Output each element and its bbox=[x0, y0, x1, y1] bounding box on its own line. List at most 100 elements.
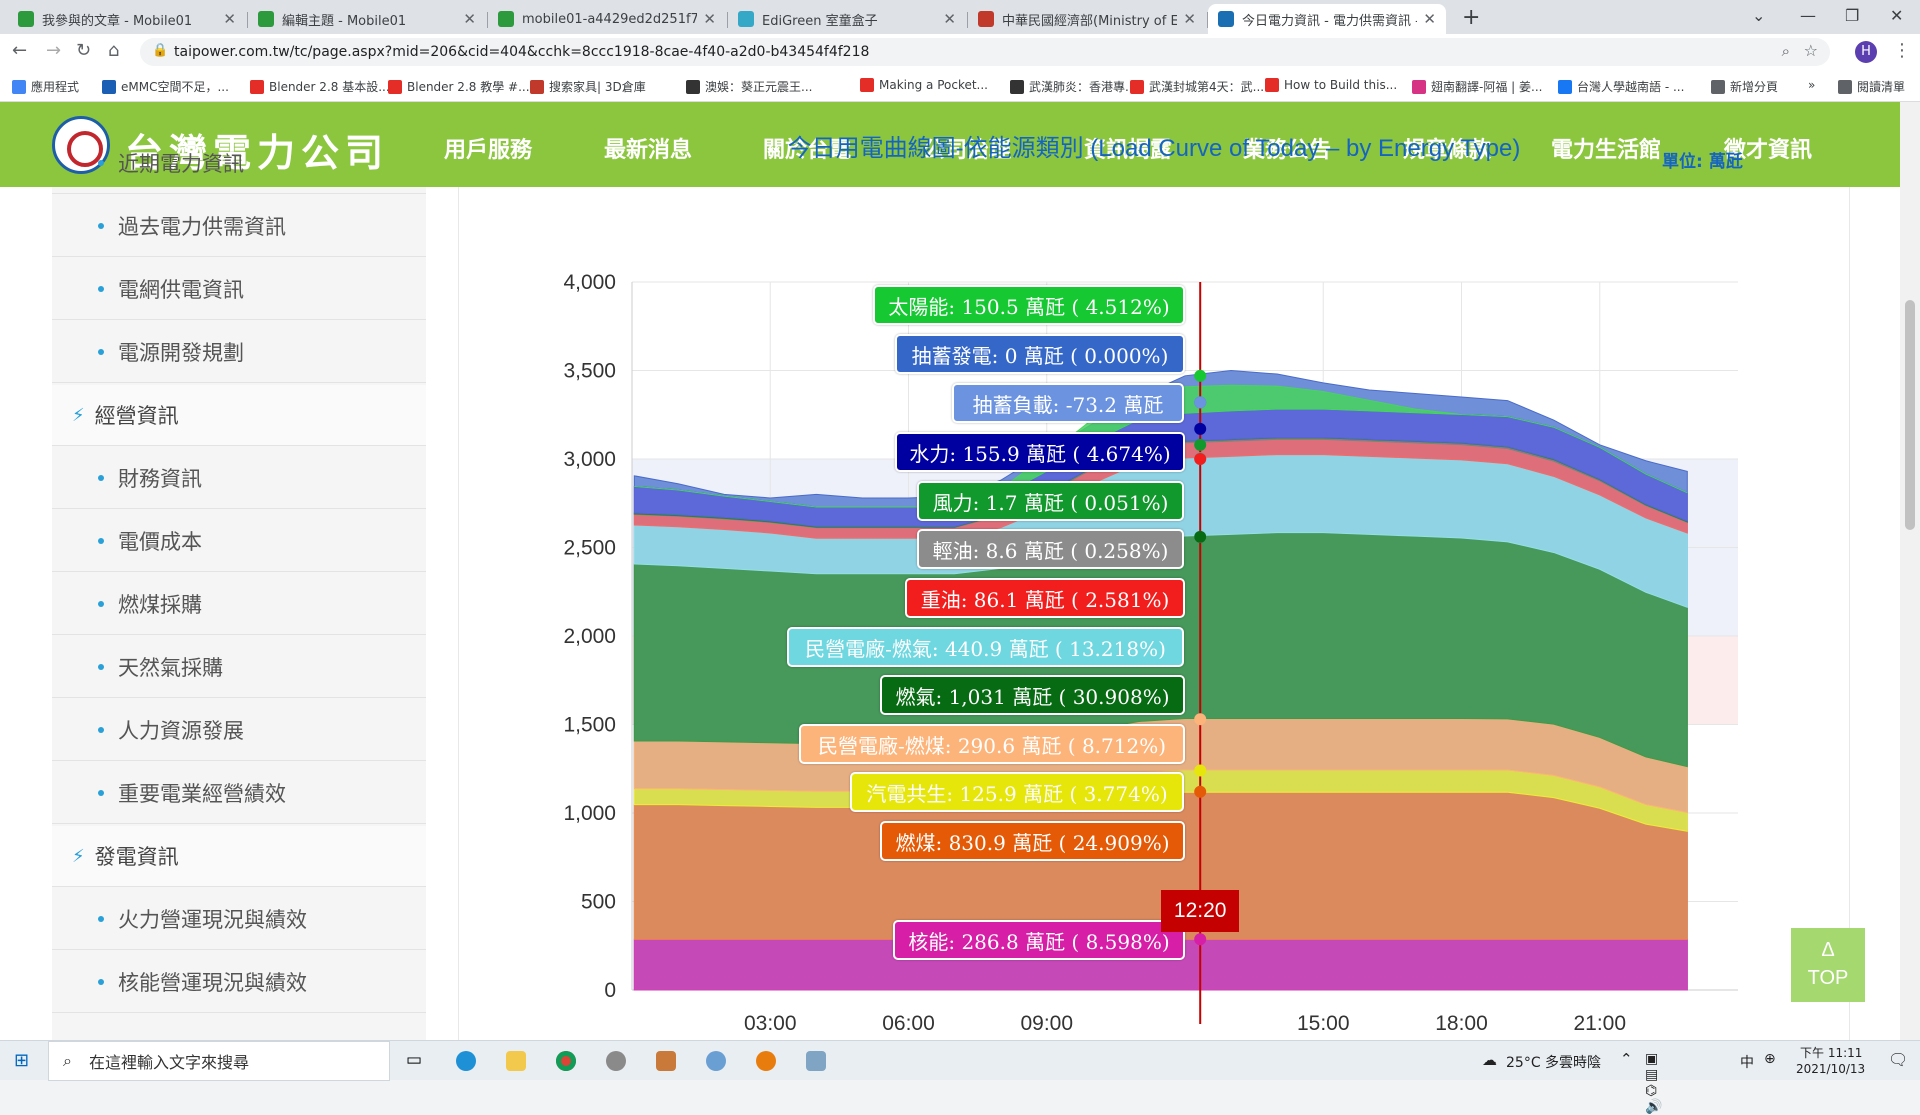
profile-avatar[interactable]: H bbox=[1855, 41, 1877, 63]
close-tab-icon[interactable]: ✕ bbox=[223, 10, 236, 28]
sidebar-item[interactable]: 過去電力供需資訊 bbox=[52, 196, 426, 257]
bookmark-label: 翅南翻譯-阿福 | 姜... bbox=[1431, 80, 1543, 94]
nav-item[interactable]: 電力生活館 bbox=[1551, 138, 1662, 163]
app-icon-3[interactable] bbox=[706, 1051, 726, 1071]
nav-item[interactable]: 規章條款 bbox=[1403, 138, 1492, 163]
bookmark-item[interactable]: Making a Pocket... bbox=[860, 78, 988, 92]
sidebar-item[interactable]: 天然氣採購 bbox=[52, 637, 426, 698]
nav-item[interactable]: 徵才資訊 bbox=[1724, 138, 1813, 163]
close-window-button[interactable]: ✕ bbox=[1890, 6, 1904, 25]
minimize-button[interactable]: — bbox=[1800, 6, 1816, 25]
ime-indicator[interactable]: 中 bbox=[1740, 1055, 1754, 1071]
blender-icon[interactable] bbox=[756, 1051, 776, 1071]
bookmark-item[interactable]: eMMC空間不足，... bbox=[102, 78, 229, 95]
bookmark-item[interactable]: 搜索家具| 3D倉庫 bbox=[530, 78, 646, 95]
windows-taskbar: ⊞ ⌕ 在這裡輸入文字來搜尋 ▭ ☁ 25°C 多雲時陰 ⌃ ▣ ▤ ⌬ 🔊 中 … bbox=[0, 1040, 1920, 1115]
bookmark-item[interactable]: 台灣人學越南語 - ... bbox=[1558, 78, 1684, 95]
nav-item[interactable]: 關於台電 bbox=[763, 138, 852, 163]
sidebar-item[interactable]: 火力營運現況與績效 bbox=[52, 889, 426, 950]
app-icon-2[interactable] bbox=[656, 1051, 676, 1071]
sidebar-item[interactable]: 電網供電資訊 bbox=[52, 259, 426, 320]
page-scrollbar[interactable] bbox=[1900, 102, 1920, 1048]
nav-item[interactable]: 資訊揭露 bbox=[1084, 138, 1173, 163]
edge-icon[interactable] bbox=[456, 1051, 476, 1071]
close-tab-icon[interactable]: ✕ bbox=[463, 10, 476, 28]
weather-text[interactable]: 25°C 多雲時陰 bbox=[1506, 1055, 1602, 1071]
home-icon[interactable]: ⌂ bbox=[108, 40, 120, 61]
y-tick-label: 4,000 bbox=[563, 271, 616, 294]
bookmark-item[interactable]: 應用程式 bbox=[12, 78, 79, 95]
browser-tab[interactable]: 我參與的文章 - Mobile01 ✕ bbox=[8, 4, 246, 34]
y-tick-label: 500 bbox=[581, 891, 616, 914]
nav-item[interactable]: 最新消息 bbox=[604, 138, 693, 163]
bookmark-item[interactable]: 新增分頁 bbox=[1711, 78, 1778, 95]
bookmark-item[interactable]: Blender 2.8 教學 #... bbox=[388, 78, 530, 95]
sidebar-item[interactable]: 近期電力資訊 bbox=[52, 133, 426, 194]
nav-item[interactable]: 用戶服務 bbox=[444, 138, 533, 163]
sidebar-item[interactable]: 燃煤採購 bbox=[52, 574, 426, 635]
close-tab-icon[interactable]: ✕ bbox=[1423, 10, 1436, 28]
browser-tab[interactable]: EdiGreen 室童盒子 ✕ bbox=[728, 4, 966, 34]
bookmark-item[interactable]: Blender 2.8 基本設... bbox=[250, 78, 390, 95]
ime-mode-icon[interactable]: ⊕ bbox=[1764, 1051, 1776, 1067]
sidebar-item[interactable]: 電價成本 bbox=[52, 511, 426, 572]
tab-title: 今日電力資訊 - 電力供需資訊 - bbox=[1242, 13, 1418, 29]
bookmark-item[interactable]: » bbox=[1808, 78, 1815, 92]
forward-icon[interactable]: → bbox=[46, 40, 62, 61]
sidebar-item-label: 電價成本 bbox=[118, 530, 202, 554]
url-field[interactable]: 🔒 taipower.com.tw/tc/page.aspx?mid=206&c… bbox=[140, 38, 1830, 66]
app-icon-4[interactable] bbox=[806, 1051, 826, 1071]
clock-time[interactable]: 下午 11:11 bbox=[1800, 1046, 1863, 1060]
tray-icons[interactable]: ▣ ▤ ⌬ 🔊 bbox=[1645, 1051, 1663, 1115]
browser-tab[interactable]: 編輯主題 - Mobile01 ✕ bbox=[248, 4, 486, 34]
weather-icon[interactable]: ☁ bbox=[1482, 1051, 1497, 1069]
bookmark-item[interactable]: How to Build this... bbox=[1265, 78, 1397, 92]
sidebar-item[interactable]: 電源開發規劃 bbox=[52, 322, 426, 383]
bookmark-item[interactable]: 閱讀清單 bbox=[1838, 78, 1905, 95]
app-icon-1[interactable] bbox=[606, 1051, 626, 1071]
close-tab-icon[interactable]: ✕ bbox=[703, 10, 716, 28]
up-arrow-icon: Δ bbox=[1821, 939, 1835, 961]
series-point bbox=[1194, 396, 1207, 409]
nav-item[interactable]: 公司治理 bbox=[923, 138, 1012, 163]
file-explorer-icon[interactable] bbox=[506, 1051, 526, 1071]
reload-icon[interactable]: ↻ bbox=[76, 40, 92, 61]
sidebar-item[interactable]: 重要電業經營績效 bbox=[52, 763, 426, 824]
nav-item[interactable]: 業務公告 bbox=[1243, 138, 1332, 163]
bookmark-item[interactable]: 翅南翻譯-阿福 | 姜... bbox=[1412, 78, 1542, 95]
chrome-icon[interactable] bbox=[556, 1051, 576, 1071]
sidebar-item[interactable]: 人力資源發展 bbox=[52, 700, 426, 761]
bookmark-favicon-icon bbox=[1412, 79, 1426, 94]
bookmark-item[interactable]: 武漢肺炎：香港專... bbox=[1010, 78, 1136, 95]
sidebar-section-header[interactable]: ⚡ 經營資訊 bbox=[52, 385, 426, 446]
windows-start-icon[interactable]: ⊞ bbox=[14, 1050, 30, 1071]
close-tab-icon[interactable]: ✕ bbox=[943, 10, 956, 28]
menu-icon[interactable]: ⋮ bbox=[1893, 40, 1911, 61]
clock-date[interactable]: 2021/10/13 bbox=[1796, 1062, 1866, 1076]
new-tab-button[interactable]: + bbox=[1462, 4, 1481, 30]
browser-tab[interactable]: 中華民國經濟部(Ministry of Eco ✕ bbox=[968, 4, 1206, 34]
bookmark-item[interactable]: 武漢封城第4天：武... bbox=[1130, 78, 1264, 95]
bookmark-item[interactable]: 澳娛：葵正元震王... bbox=[686, 78, 812, 95]
sidebar-item[interactable]: 財務資訊 bbox=[52, 448, 426, 509]
tray-chevron-icon[interactable]: ⌃ bbox=[1620, 1050, 1633, 1068]
sidebar-item[interactable]: 核能營運現況與績效 bbox=[52, 952, 426, 1013]
scrollbar-thumb[interactable] bbox=[1905, 300, 1915, 530]
y-tick-label: 1,500 bbox=[563, 714, 616, 737]
browser-tab[interactable]: 今日電力資訊 - 電力供需資訊 - ✕ bbox=[1208, 4, 1446, 34]
series-point bbox=[1194, 438, 1207, 451]
zoom-icon[interactable]: ⌕ bbox=[1781, 42, 1790, 60]
bookmark-label: eMMC空間不足，... bbox=[121, 80, 229, 94]
close-tab-icon[interactable]: ✕ bbox=[1183, 10, 1196, 28]
notification-icon[interactable]: 🗨 bbox=[1888, 1050, 1909, 1069]
back-icon[interactable]: ← bbox=[12, 40, 28, 61]
tab-search-icon[interactable]: ⌄ bbox=[1752, 6, 1766, 25]
task-view-icon[interactable]: ▭ bbox=[406, 1050, 423, 1070]
sidebar-section-header[interactable]: ⚡ 發電資訊 bbox=[52, 826, 426, 887]
bookmark-star-icon[interactable]: ☆ bbox=[1803, 41, 1818, 60]
browser-tab[interactable]: mobile01-a4429ed2d251f7ede ✕ bbox=[488, 4, 726, 34]
bookmark-favicon-icon bbox=[1558, 79, 1572, 94]
back-to-top-button[interactable]: Δ TOP bbox=[1791, 928, 1865, 1002]
maximize-button[interactable]: ❐ bbox=[1845, 6, 1860, 25]
taskbar-search-box[interactable]: ⌕ 在這裡輸入文字來搜尋 bbox=[48, 1041, 390, 1081]
